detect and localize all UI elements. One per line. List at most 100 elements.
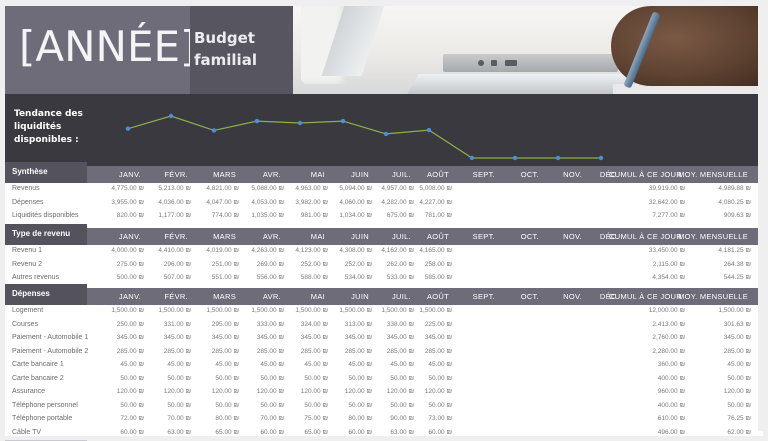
table-cell[interactable]: 4,162.00 ₪ <box>381 247 414 254</box>
trend-marker[interactable] <box>297 120 303 126</box>
table-cell[interactable]: 65.00 ₪ <box>215 428 239 436</box>
table-cell[interactable]: 2,760.00 ₪ <box>652 334 685 341</box>
table-cell[interactable]: 4,354.00 ₪ <box>652 274 685 281</box>
table-cell[interactable]: 4,263.00 ₪ <box>251 247 284 254</box>
table-cell[interactable]: 50.00 ₪ <box>215 374 239 382</box>
table-cell[interactable]: 4,000.00 ₪ <box>111 247 144 254</box>
column-header[interactable]: DÉC. <box>599 170 619 179</box>
table-cell[interactable]: 62.00 ₪ <box>727 428 751 436</box>
table-cell[interactable]: 496.00 ₪ <box>657 428 685 436</box>
table-cell[interactable]: 80.00 ₪ <box>215 415 239 422</box>
table-cell[interactable]: 534.00 ₪ <box>344 274 372 281</box>
table-cell[interactable]: 33,450.00 ₪ <box>648 247 685 254</box>
trend-marker[interactable] <box>555 155 561 161</box>
table-cell[interactable]: 50.00 ₪ <box>215 401 239 409</box>
table-cell[interactable]: 50.00 ₪ <box>348 374 372 382</box>
table-cell[interactable]: 909.63 ₪ <box>723 212 751 219</box>
table-cell[interactable]: 60.00 ₪ <box>260 428 284 436</box>
table-cell[interactable]: 331.00 ₪ <box>163 320 191 328</box>
table-cell[interactable]: 75.00 ₪ <box>304 415 328 422</box>
table-cell[interactable]: 264.38 ₪ <box>723 260 751 268</box>
table-cell[interactable]: 981.00 ₪ <box>300 212 328 219</box>
row-label[interactable]: Câble TV <box>12 428 42 436</box>
row-label[interactable]: Dépenses <box>12 198 44 206</box>
table-cell[interactable]: 1,500.00 ₪ <box>718 307 751 314</box>
table-cell[interactable]: 4,308.00 ₪ <box>339 247 372 254</box>
table-cell[interactable]: 4,036.00 ₪ <box>158 198 191 206</box>
table-cell[interactable]: 1,500.00 ₪ <box>339 307 372 314</box>
table-cell[interactable]: 45.00 ₪ <box>167 361 191 368</box>
table-cell[interactable]: 610.00 ₪ <box>657 415 685 422</box>
table-cell[interactable]: 285.00 ₪ <box>386 347 414 355</box>
trend-marker[interactable] <box>125 126 131 131</box>
table-cell[interactable]: 5,008.00 ₪ <box>419 185 452 192</box>
table-cell[interactable]: 70.00 ₪ <box>167 415 191 422</box>
table-cell[interactable]: 1,177.00 ₪ <box>158 212 191 219</box>
table-cell[interactable]: 774.00 ₪ <box>211 212 239 219</box>
column-header[interactable]: OCT. <box>520 170 539 179</box>
table-cell[interactable]: 2,115.00 ₪ <box>652 260 685 268</box>
table-cell[interactable]: 296.00 ₪ <box>163 260 191 268</box>
table-cell[interactable]: 50.00 ₪ <box>304 401 328 409</box>
table-cell[interactable]: 50.00 ₪ <box>727 374 751 382</box>
table-cell[interactable]: 4,963.00 ₪ <box>295 185 328 192</box>
row-label[interactable]: Revenu 1 <box>12 247 42 254</box>
table-cell[interactable]: 345.00 ₪ <box>344 334 372 341</box>
table-cell[interactable]: 285.00 ₪ <box>344 347 372 355</box>
table-cell[interactable]: 65.00 ₪ <box>304 428 328 436</box>
table-cell[interactable]: 120.00 ₪ <box>424 388 452 395</box>
table-cell[interactable]: 45.00 ₪ <box>390 361 414 368</box>
scrollbar-track[interactable] <box>758 0 768 431</box>
column-header[interactable]: MAI <box>310 292 325 301</box>
table-cell[interactable]: 120.00 ₪ <box>300 388 328 395</box>
table-cell[interactable]: 507.00 ₪ <box>163 274 191 281</box>
column-header[interactable]: NOV. <box>563 292 582 301</box>
table-cell[interactable]: 120.00 ₪ <box>723 388 751 395</box>
column-header[interactable]: JUIL. <box>391 170 411 179</box>
row-label[interactable]: Paiement - Automobile 2 <box>12 347 89 355</box>
column-header[interactable]: JUIN <box>351 232 369 241</box>
table-cell[interactable]: 120.00 ₪ <box>211 388 239 395</box>
table-cell[interactable]: 295.00 ₪ <box>211 320 239 328</box>
table-cell[interactable]: 12,000.00 ₪ <box>648 307 685 314</box>
table-cell[interactable]: 120.00 ₪ <box>386 388 414 395</box>
trend-marker[interactable] <box>598 155 604 161</box>
column-header[interactable]: JUIL. <box>391 232 411 241</box>
table-cell[interactable]: 4,060.00 ₪ <box>339 198 372 206</box>
row-label[interactable]: Carte bancaire 1 <box>12 361 64 368</box>
table-cell[interactable]: 533.00 ₪ <box>386 274 414 281</box>
table-cell[interactable]: 285.00 ₪ <box>211 347 239 355</box>
table-cell[interactable]: 675.00 ₪ <box>386 212 414 219</box>
column-header[interactable]: FÉVR. <box>164 292 188 301</box>
table-cell[interactable]: 4,019.00 ₪ <box>206 247 239 254</box>
table-cell[interactable]: 1,500.00 ₪ <box>251 307 284 314</box>
column-header[interactable]: JUIN <box>351 292 369 301</box>
table-cell[interactable]: 1,500.00 ₪ <box>206 307 239 314</box>
table-cell[interactable]: 50.00 ₪ <box>390 374 414 382</box>
trend-marker[interactable] <box>340 118 346 124</box>
table-cell[interactable]: 1,500.00 ₪ <box>158 307 191 314</box>
table-cell[interactable]: 345.00 ₪ <box>256 334 284 341</box>
column-header[interactable]: MARS <box>213 292 236 301</box>
table-cell[interactable]: 4,282.00 ₪ <box>381 198 414 206</box>
trend-marker[interactable] <box>254 118 260 124</box>
table-cell[interactable]: 4,989.88 ₪ <box>718 185 751 192</box>
table-cell[interactable]: 338.00 ₪ <box>386 320 414 328</box>
table-cell[interactable]: 4,957.00 ₪ <box>381 185 414 192</box>
column-header[interactable]: MAI <box>310 170 325 179</box>
sparkline-chart[interactable] <box>5 94 763 166</box>
table-cell[interactable]: 60.00 ₪ <box>348 428 372 436</box>
trend-marker[interactable] <box>211 128 217 133</box>
table-cell[interactable]: 5,213.00 ₪ <box>158 185 191 192</box>
row-label[interactable]: Liquidités disponibles <box>12 212 79 219</box>
table-cell[interactable]: 301.63 ₪ <box>723 320 751 328</box>
table-cell[interactable]: 556.00 ₪ <box>256 274 284 281</box>
table-cell[interactable]: 76.25 ₪ <box>727 415 751 422</box>
table-cell[interactable]: 345.00 ₪ <box>300 334 328 341</box>
table-cell[interactable]: 345.00 ₪ <box>386 334 414 341</box>
table-cell[interactable]: 50.00 ₪ <box>120 374 144 382</box>
table-cell[interactable]: 1,035.00 ₪ <box>251 212 284 219</box>
table-cell[interactable]: 4,227.00 ₪ <box>419 198 452 206</box>
table-cell[interactable]: 285.00 ₪ <box>163 347 191 355</box>
table-cell[interactable]: 50.00 ₪ <box>428 374 452 382</box>
